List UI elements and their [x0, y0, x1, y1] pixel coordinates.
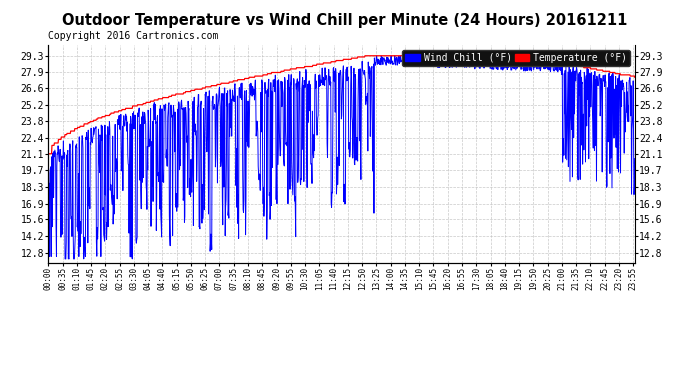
Legend: Wind Chill (°F), Temperature (°F): Wind Chill (°F), Temperature (°F)	[402, 50, 630, 66]
Text: Copyright 2016 Cartronics.com: Copyright 2016 Cartronics.com	[48, 31, 219, 40]
Text: Outdoor Temperature vs Wind Chill per Minute (24 Hours) 20161211: Outdoor Temperature vs Wind Chill per Mi…	[62, 13, 628, 28]
